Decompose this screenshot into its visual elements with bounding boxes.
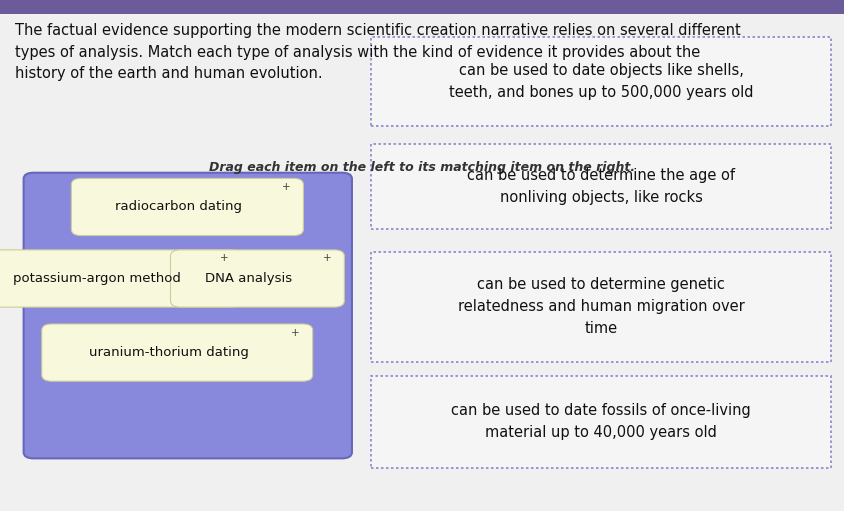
Text: +: + [282, 182, 291, 192]
FancyBboxPatch shape [371, 37, 831, 126]
Text: +: + [323, 253, 332, 264]
FancyBboxPatch shape [42, 324, 313, 381]
Text: Drag each item on the left to its matching item on the right.: Drag each item on the left to its matchi… [209, 161, 635, 174]
Text: uranium-thorium dating: uranium-thorium dating [89, 346, 249, 359]
Text: can be used to date objects like shells,
teeth, and bones up to 500,000 years ol: can be used to date objects like shells,… [449, 63, 754, 100]
Text: radiocarbon dating: radiocarbon dating [116, 200, 242, 214]
Text: potassium-argon method: potassium-argon method [14, 272, 181, 285]
Text: DNA analysis: DNA analysis [205, 272, 293, 285]
Text: can be used to determine genetic
relatedness and human migration over
time: can be used to determine genetic related… [458, 277, 744, 336]
Text: +: + [219, 253, 228, 264]
FancyBboxPatch shape [71, 178, 304, 236]
FancyBboxPatch shape [371, 251, 831, 362]
FancyBboxPatch shape [170, 250, 344, 307]
Text: can be used to date fossils of once-living
material up to 40,000 years old: can be used to date fossils of once-livi… [452, 403, 751, 440]
FancyBboxPatch shape [24, 173, 352, 458]
FancyBboxPatch shape [0, 0, 844, 14]
FancyBboxPatch shape [371, 376, 831, 468]
FancyBboxPatch shape [0, 250, 241, 307]
FancyBboxPatch shape [371, 144, 831, 228]
Text: can be used to determine the age of
nonliving objects, like rocks: can be used to determine the age of nonl… [468, 168, 735, 205]
Text: +: + [291, 328, 300, 338]
Text: The factual evidence supporting the modern scientific creation narrative relies : The factual evidence supporting the mode… [15, 23, 741, 81]
